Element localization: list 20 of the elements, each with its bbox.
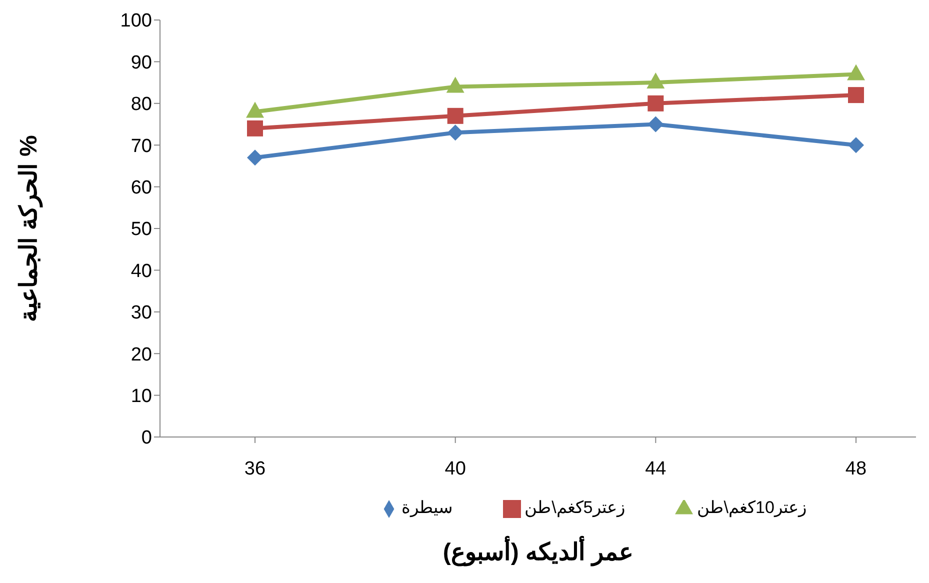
y-tick-label: 70 — [130, 136, 152, 157]
x-tick-label: 40 — [444, 458, 466, 480]
x-tick-label: 36 — [244, 458, 266, 480]
legend-label: زعتر10كغم\طن — [696, 498, 806, 517]
y-tick-label: 100 — [120, 10, 152, 32]
x-axis-title: عمر ألديكه (أسبوع) — [442, 538, 634, 567]
y-axis-title: الحركة الجماعية % — [16, 135, 44, 322]
x-tick-label: 48 — [845, 458, 867, 480]
y-tick-label: 30 — [130, 302, 152, 324]
legend-label: زعتر5كغم\طن — [524, 498, 625, 517]
y-tick-label: 10 — [130, 386, 152, 408]
y-tick-label: 90 — [130, 52, 152, 74]
y-tick-label: 20 — [130, 344, 152, 366]
legend-label: سيطرة — [402, 498, 453, 517]
y-tick-label: 40 — [130, 260, 152, 282]
y-tick-label: 0 — [141, 428, 152, 449]
y-tick-label: 80 — [130, 94, 152, 116]
y-tick-label: 50 — [130, 219, 152, 240]
y-tick-label: 60 — [130, 178, 152, 199]
x-tick-label: 44 — [645, 458, 667, 480]
